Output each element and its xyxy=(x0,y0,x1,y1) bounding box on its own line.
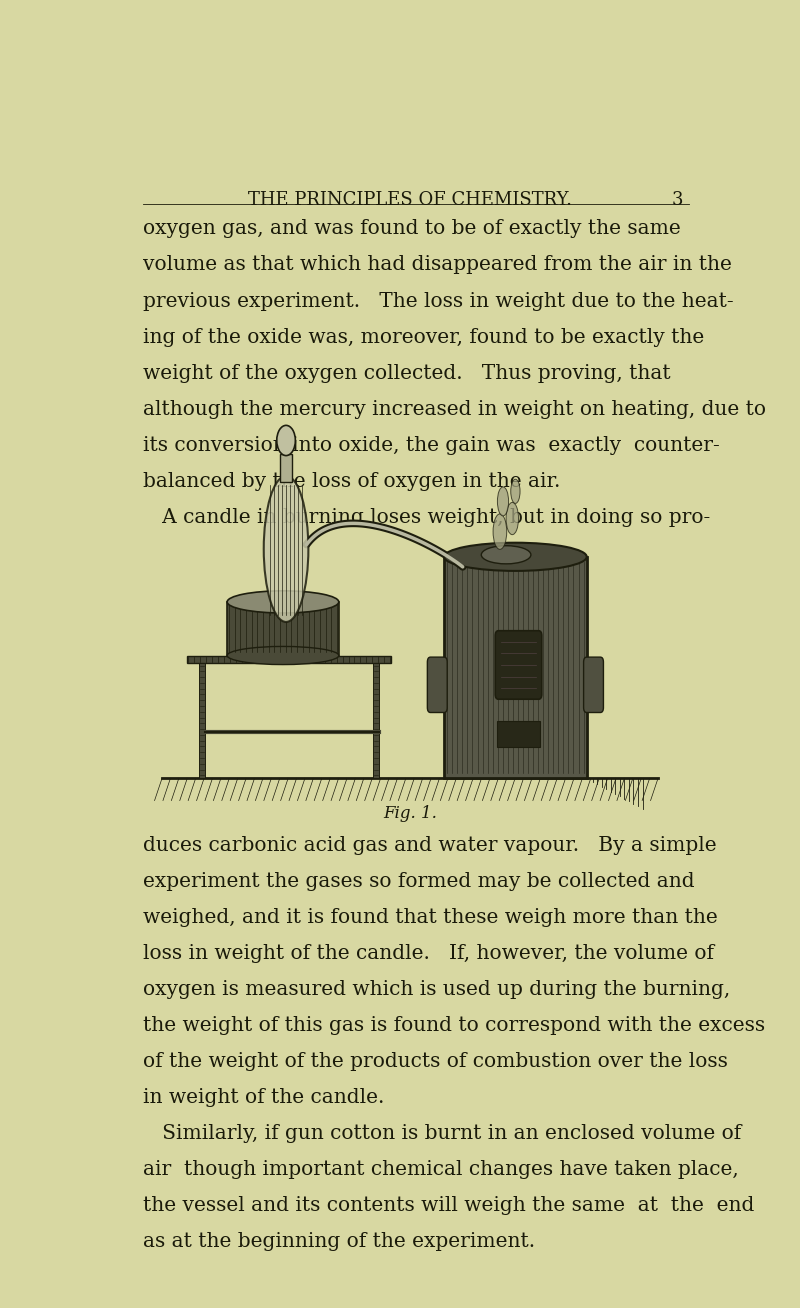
FancyBboxPatch shape xyxy=(427,657,447,713)
Text: experiment the gases so formed may be collected and: experiment the gases so formed may be co… xyxy=(143,872,695,891)
Text: A candle in burning loses weight, but in doing so pro-: A candle in burning loses weight, but in… xyxy=(143,508,710,527)
Ellipse shape xyxy=(482,545,531,564)
Text: balanced by the loss of oxygen in the air.: balanced by the loss of oxygen in the ai… xyxy=(143,472,561,490)
Text: its conversion into oxide, the gain was  exactly  counter-: its conversion into oxide, the gain was … xyxy=(143,436,720,455)
FancyBboxPatch shape xyxy=(584,657,603,713)
Ellipse shape xyxy=(506,502,518,535)
Ellipse shape xyxy=(498,487,509,515)
Text: although the mercury increased in weight on heating, due to: although the mercury increased in weight… xyxy=(143,400,766,419)
Text: weight of the oxygen collected.   Thus proving, that: weight of the oxygen collected. Thus pro… xyxy=(143,364,671,383)
Ellipse shape xyxy=(227,591,338,613)
Text: THE PRINCIPLES OF CHEMISTRY.: THE PRINCIPLES OF CHEMISTRY. xyxy=(248,191,572,209)
Ellipse shape xyxy=(227,646,338,664)
Text: of the weight of the products of combustion over the loss: of the weight of the products of combust… xyxy=(143,1052,728,1071)
Text: previous experiment.   The loss in weight due to the heat-: previous experiment. The loss in weight … xyxy=(143,292,734,310)
Text: the vessel and its contents will weigh the same  at  the  end: the vessel and its contents will weigh t… xyxy=(143,1197,754,1215)
Text: weighed, and it is found that these weigh more than the: weighed, and it is found that these weig… xyxy=(143,908,718,927)
FancyBboxPatch shape xyxy=(199,663,205,778)
Text: air  though important chemical changes have taken place,: air though important chemical changes ha… xyxy=(143,1160,739,1180)
FancyBboxPatch shape xyxy=(495,630,542,700)
Ellipse shape xyxy=(264,476,308,623)
FancyBboxPatch shape xyxy=(374,663,379,778)
Text: oxygen gas, and was found to be of exactly the same: oxygen gas, and was found to be of exact… xyxy=(143,220,681,238)
Text: 3: 3 xyxy=(671,191,683,209)
Text: Fig. 1.: Fig. 1. xyxy=(383,804,437,821)
Text: volume as that which had disappeared from the air in the: volume as that which had disappeared fro… xyxy=(143,255,732,275)
Text: loss in weight of the candle.   If, however, the volume of: loss in weight of the candle. If, howeve… xyxy=(143,944,714,963)
Ellipse shape xyxy=(444,543,586,570)
Text: ing of the oxide was, moreover, found to be exactly the: ing of the oxide was, moreover, found to… xyxy=(143,327,705,347)
FancyBboxPatch shape xyxy=(187,655,391,663)
Circle shape xyxy=(277,425,295,455)
Text: oxygen is measured which is used up during the burning,: oxygen is measured which is used up duri… xyxy=(143,980,730,999)
FancyBboxPatch shape xyxy=(281,454,292,481)
Text: as at the beginning of the experiment.: as at the beginning of the experiment. xyxy=(143,1232,535,1252)
Ellipse shape xyxy=(493,514,506,549)
Ellipse shape xyxy=(510,479,520,504)
Text: the weight of this gas is found to correspond with the excess: the weight of this gas is found to corre… xyxy=(143,1016,766,1035)
Text: in weight of the candle.: in weight of the candle. xyxy=(143,1088,385,1107)
Text: Similarly, if gun cotton is burnt in an enclosed volume of: Similarly, if gun cotton is burnt in an … xyxy=(143,1125,742,1143)
FancyBboxPatch shape xyxy=(444,557,586,778)
Text: duces carbonic acid gas and water vapour.   By a simple: duces carbonic acid gas and water vapour… xyxy=(143,836,717,855)
FancyBboxPatch shape xyxy=(497,721,540,747)
FancyBboxPatch shape xyxy=(227,602,338,655)
